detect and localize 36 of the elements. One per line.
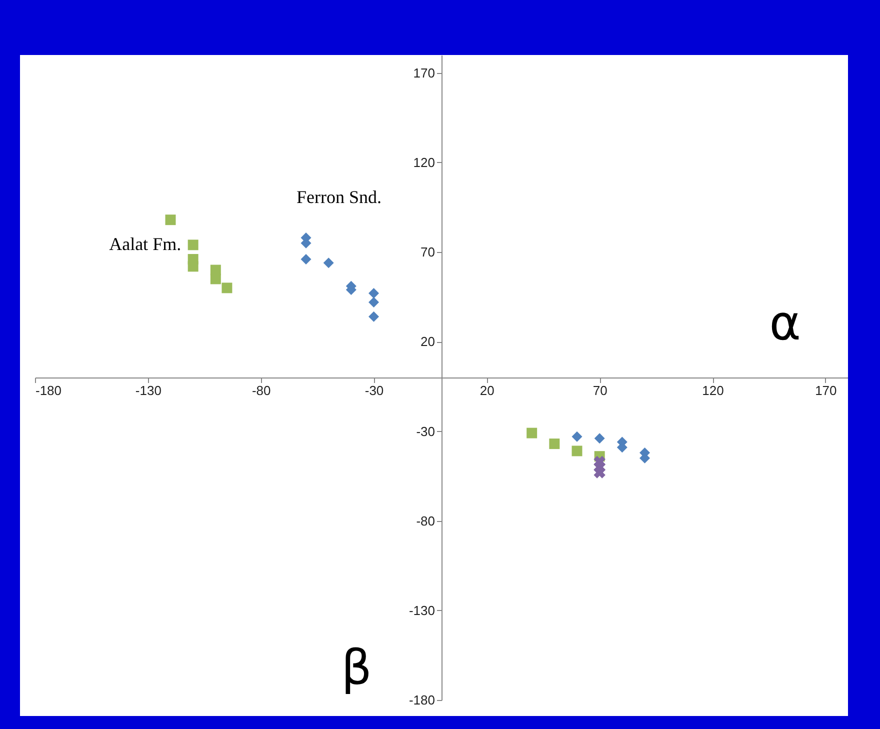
point	[368, 288, 379, 299]
point	[323, 258, 334, 268]
point	[368, 297, 379, 308]
x-tick-label: -80	[252, 383, 271, 398]
y-tick-label: 120	[413, 155, 435, 170]
point	[222, 282, 232, 294]
x-tick-label: -30	[364, 383, 384, 398]
point	[526, 428, 538, 438]
y-tick-label: -130	[408, 602, 435, 618]
point	[594, 433, 605, 444]
y-tick-label: -30	[416, 424, 435, 439]
y-axis-title: β	[341, 640, 372, 696]
y-tick-label: 70	[420, 244, 435, 260]
point	[188, 240, 198, 250]
point	[594, 466, 606, 478]
x-axis-title: α	[769, 296, 801, 352]
x-tick-label: -130	[135, 383, 162, 398]
y-tick-label: 170	[413, 65, 435, 80]
y-tick-label: 20	[420, 334, 435, 350]
x-tick-label: 120	[702, 383, 724, 398]
point	[300, 254, 312, 264]
series-label: Aalat Fm.	[109, 234, 182, 254]
point	[210, 274, 221, 284]
x-tick-label: 70	[592, 383, 608, 398]
point	[572, 446, 582, 456]
point	[549, 438, 560, 450]
x-tick-label: 20	[480, 383, 494, 398]
point	[368, 311, 379, 322]
y-tick-label: -180	[408, 692, 435, 708]
point	[165, 214, 176, 226]
y-tick-label: -80	[416, 513, 435, 528]
x-tick-label: 170	[815, 383, 837, 398]
series-label: Ferron Snd.	[296, 186, 382, 207]
point	[188, 261, 198, 272]
point	[572, 431, 582, 442]
x-tick-label: -180	[36, 383, 62, 398]
